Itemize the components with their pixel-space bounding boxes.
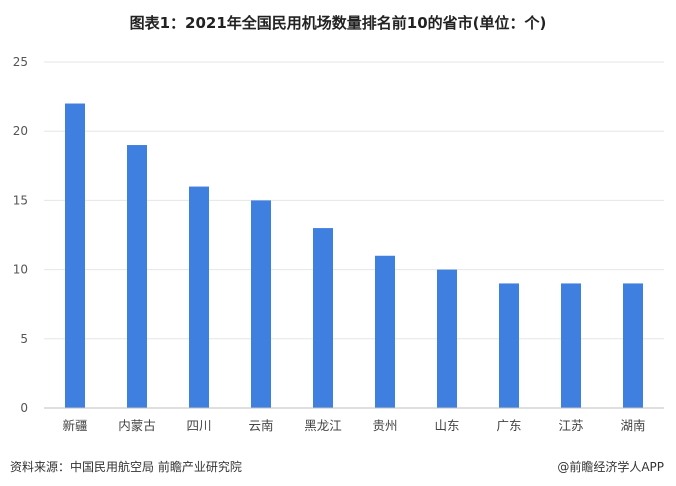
y-axis-ticks: 0 5 10 15 20 25 [13, 55, 28, 415]
gridlines [44, 61, 664, 340]
bar-3 [189, 186, 209, 408]
bar-2 [127, 145, 147, 409]
x-category-label: 四川 [186, 418, 211, 433]
y-tick-label: 0 [20, 401, 28, 415]
y-tick-label: 15 [13, 193, 28, 207]
y-tick-label: 25 [13, 55, 28, 69]
x-category-label: 山东 [434, 418, 459, 433]
x-category-label: 内蒙古 [118, 418, 156, 433]
y-tick-label: 10 [13, 263, 28, 277]
bars [65, 103, 643, 409]
x-category-label: 广东 [496, 418, 521, 433]
x-category-label: 贵州 [372, 418, 397, 433]
y-tick-label: 5 [20, 332, 28, 346]
bar-4 [251, 200, 271, 408]
bar-7 [437, 269, 457, 408]
y-tick-label: 20 [13, 124, 28, 138]
x-axis-labels: 新疆 内蒙古 四川 云南 黑龙江 贵州 山东 广东 江苏 湖南 [62, 418, 645, 433]
bar-10 [623, 283, 643, 408]
bar-chart: 0 5 10 15 20 25 新疆 内蒙古 四川 云南 黑龙江 贵州 山东 广东 江苏 湖南 [13, 55, 664, 433]
x-category-label: 黑龙江 [304, 418, 342, 433]
bar-1 [65, 103, 85, 409]
chart-title: 图表1：2021年全国民用机场数量排名前10的省市(单位：个) [129, 14, 547, 32]
x-category-label: 江苏 [558, 418, 583, 433]
bar-9 [561, 283, 581, 408]
bar-6 [375, 255, 395, 408]
x-category-label: 新疆 [62, 418, 87, 433]
x-category-label: 湖南 [620, 418, 645, 433]
bar-8 [499, 283, 519, 408]
brand-credit: @前瞻经济学人APP [557, 460, 664, 474]
x-category-label: 云南 [248, 418, 273, 433]
bar-5 [313, 228, 333, 408]
source-note: 资料来源：中国民用航空局 前瞻产业研究院 [10, 460, 242, 474]
